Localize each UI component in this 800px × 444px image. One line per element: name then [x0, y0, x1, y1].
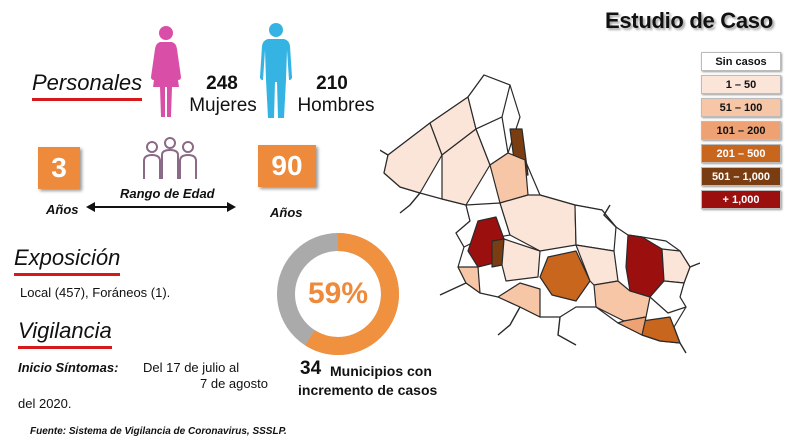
- group-people-icon: [143, 137, 197, 179]
- max-age-box: 90: [258, 145, 316, 187]
- vigilancia-date-line2: 7 de agosto: [200, 376, 268, 391]
- female-figure-icon: [151, 26, 181, 117]
- men-label: Hombres: [297, 95, 375, 116]
- vigilancia-heading: Vigilancia: [18, 318, 112, 349]
- exposicion-heading: Exposición: [14, 245, 120, 276]
- male-figure-icon: [260, 23, 292, 118]
- vigilancia-label: Inicio Síntomas:: [18, 360, 119, 375]
- men-count: 210: [316, 73, 348, 94]
- map-legend: Sin casos 1 – 50 51 – 100 101 – 200 201 …: [701, 52, 781, 213]
- municipios-count: 34: [300, 358, 322, 379]
- legend-item: 101 – 200: [701, 121, 781, 140]
- min-age-box: 3: [38, 147, 80, 189]
- percentage-ring: [277, 233, 399, 355]
- municipios-line1: Municipios con: [330, 363, 432, 379]
- women-count: 248: [206, 73, 238, 94]
- page-title: Estudio de Caso: [605, 8, 773, 33]
- legend-item: 201 – 500: [701, 144, 781, 163]
- max-age-unit: Años: [270, 205, 303, 220]
- legend-item: 501 – 1,000: [701, 167, 781, 186]
- source-note: Fuente: Sistema de Vigilancia de Coronav…: [30, 426, 287, 437]
- min-age-unit: Años: [46, 202, 79, 217]
- vigilancia-date-line3: del 2020.: [18, 396, 72, 411]
- legend-item: Sin casos: [701, 52, 781, 71]
- vigilancia-date-line1: Del 17 de julio al: [143, 360, 240, 375]
- personales-heading: Personales: [32, 70, 142, 101]
- state-municipality-map: [380, 74, 700, 354]
- percentage-value: 59%: [307, 277, 369, 310]
- legend-item: 1 – 50: [701, 75, 781, 94]
- double-arrow-icon: [86, 202, 236, 212]
- exposicion-text: Local (457), Foráneos (1).: [20, 285, 171, 300]
- municipios-line2: incremento de casos: [298, 382, 438, 398]
- age-range-label: Rango de Edad: [120, 186, 215, 201]
- legend-item: 51 – 100: [701, 98, 781, 117]
- legend-item: + 1,000: [701, 190, 781, 209]
- women-label: Mujeres: [189, 95, 257, 116]
